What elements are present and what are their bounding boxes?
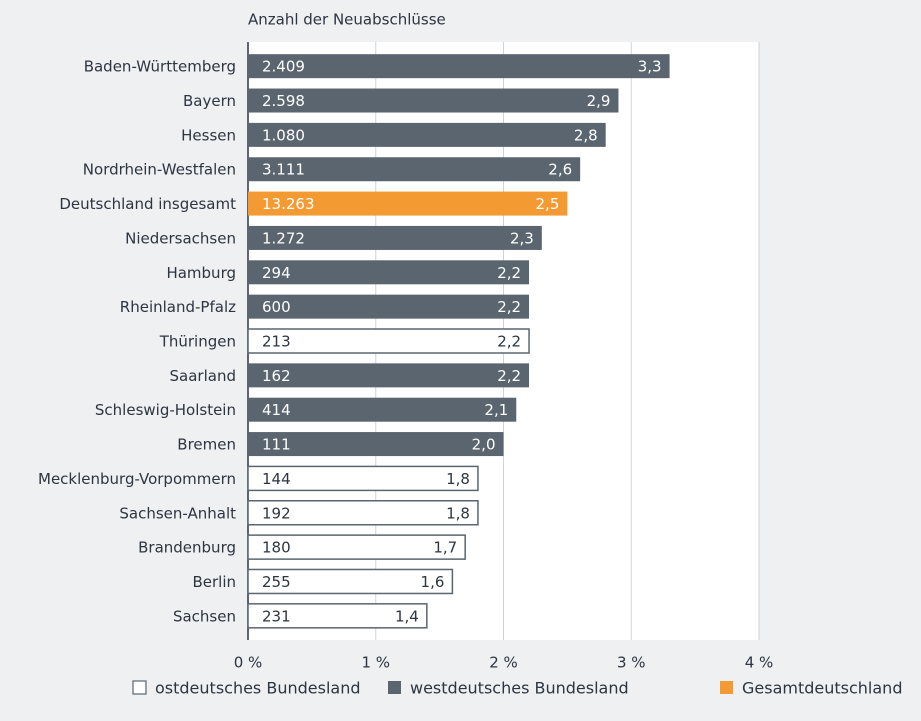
count-label: 231	[262, 607, 291, 625]
bar	[248, 397, 517, 422]
bar	[248, 157, 581, 182]
value-label: 2,0	[472, 436, 496, 454]
value-label: 1,8	[446, 470, 470, 488]
count-label: 1.272	[262, 229, 305, 247]
bar	[248, 225, 542, 250]
bar	[247, 603, 428, 629]
value-label: 1,6	[421, 573, 445, 591]
count-label: 294	[262, 264, 291, 282]
axis-title: Anzahl der Neuabschlüsse	[248, 11, 446, 29]
bar	[248, 260, 530, 285]
category-label: Berlin	[192, 573, 236, 591]
x-tick-label: 3 %	[617, 654, 646, 672]
bar	[247, 465, 479, 492]
count-label: 1.080	[262, 126, 305, 144]
count-label: 2.409	[262, 58, 305, 76]
category-label: Sachsen-Anhalt	[119, 504, 236, 522]
x-tick-label: 2 %	[489, 654, 518, 672]
category-label: Hessen	[181, 126, 236, 144]
legend-swatch	[132, 680, 147, 695]
x-tick-label: 0 %	[234, 654, 263, 672]
count-label: 192	[262, 504, 291, 522]
category-label: Nordrhein-Westfalen	[83, 161, 236, 179]
bar	[247, 328, 530, 354]
value-label: 2,2	[497, 264, 521, 282]
value-label: 1,8	[446, 504, 470, 522]
value-label: 2,9	[587, 92, 611, 110]
category-label: Baden-Württemberg	[84, 58, 236, 76]
x-tick-label: 1 %	[361, 654, 390, 672]
category-label: Deutschland insgesamt	[59, 195, 236, 213]
count-label: 162	[262, 367, 291, 385]
bar	[247, 568, 454, 595]
count-label: 255	[262, 573, 291, 591]
count-label: 213	[262, 333, 291, 351]
category-label: Rheinland-Pfalz	[120, 298, 236, 316]
count-label: 414	[262, 401, 291, 419]
bar	[248, 363, 530, 388]
category-label: Hamburg	[166, 264, 236, 282]
category-label: Thüringen	[159, 333, 236, 351]
value-label: 2,2	[497, 298, 521, 316]
value-label: 2,2	[497, 367, 521, 385]
value-label: 1,7	[433, 539, 457, 557]
count-label: 144	[262, 470, 291, 488]
category-label: Sachsen	[173, 607, 236, 625]
count-label: 111	[262, 436, 291, 454]
legend-swatch	[720, 681, 733, 694]
bar	[248, 122, 606, 147]
value-label: 3,3	[638, 58, 662, 76]
legend-label: westdeutsches Bundesland	[410, 679, 629, 698]
value-label: 2,3	[510, 229, 534, 247]
legend-label: Gesamtdeutschland	[742, 679, 902, 698]
bar	[248, 54, 670, 79]
value-label: 2,5	[536, 195, 560, 213]
bar	[248, 432, 504, 457]
bar	[248, 88, 619, 113]
value-label: 2,1	[484, 401, 508, 419]
value-label: 1,4	[395, 607, 419, 625]
value-label: 2,2	[497, 333, 521, 351]
category-label: Schleswig-Holstein	[95, 401, 236, 419]
legend-label: ostdeutsches Bundesland	[155, 679, 361, 698]
category-label: Bremen	[177, 436, 236, 454]
bar	[248, 294, 530, 319]
category-label: Saarland	[170, 367, 236, 385]
value-label: 2,8	[574, 126, 598, 144]
bar	[248, 191, 568, 216]
legend-swatch	[388, 681, 401, 694]
category-label: Brandenburg	[138, 539, 236, 557]
x-tick-label: 4 %	[745, 654, 774, 672]
count-label: 2.598	[262, 92, 305, 110]
count-label: 600	[262, 298, 291, 316]
count-label: 3.111	[262, 161, 305, 179]
bar	[247, 500, 479, 526]
category-label: Niedersachsen	[125, 229, 236, 247]
count-label: 180	[262, 539, 291, 557]
category-label: Mecklenburg-Vorpommern	[38, 470, 236, 488]
category-label: Bayern	[183, 92, 236, 110]
bar	[247, 534, 466, 560]
value-label: 2,6	[548, 161, 572, 179]
count-label: 13.263	[262, 195, 315, 213]
